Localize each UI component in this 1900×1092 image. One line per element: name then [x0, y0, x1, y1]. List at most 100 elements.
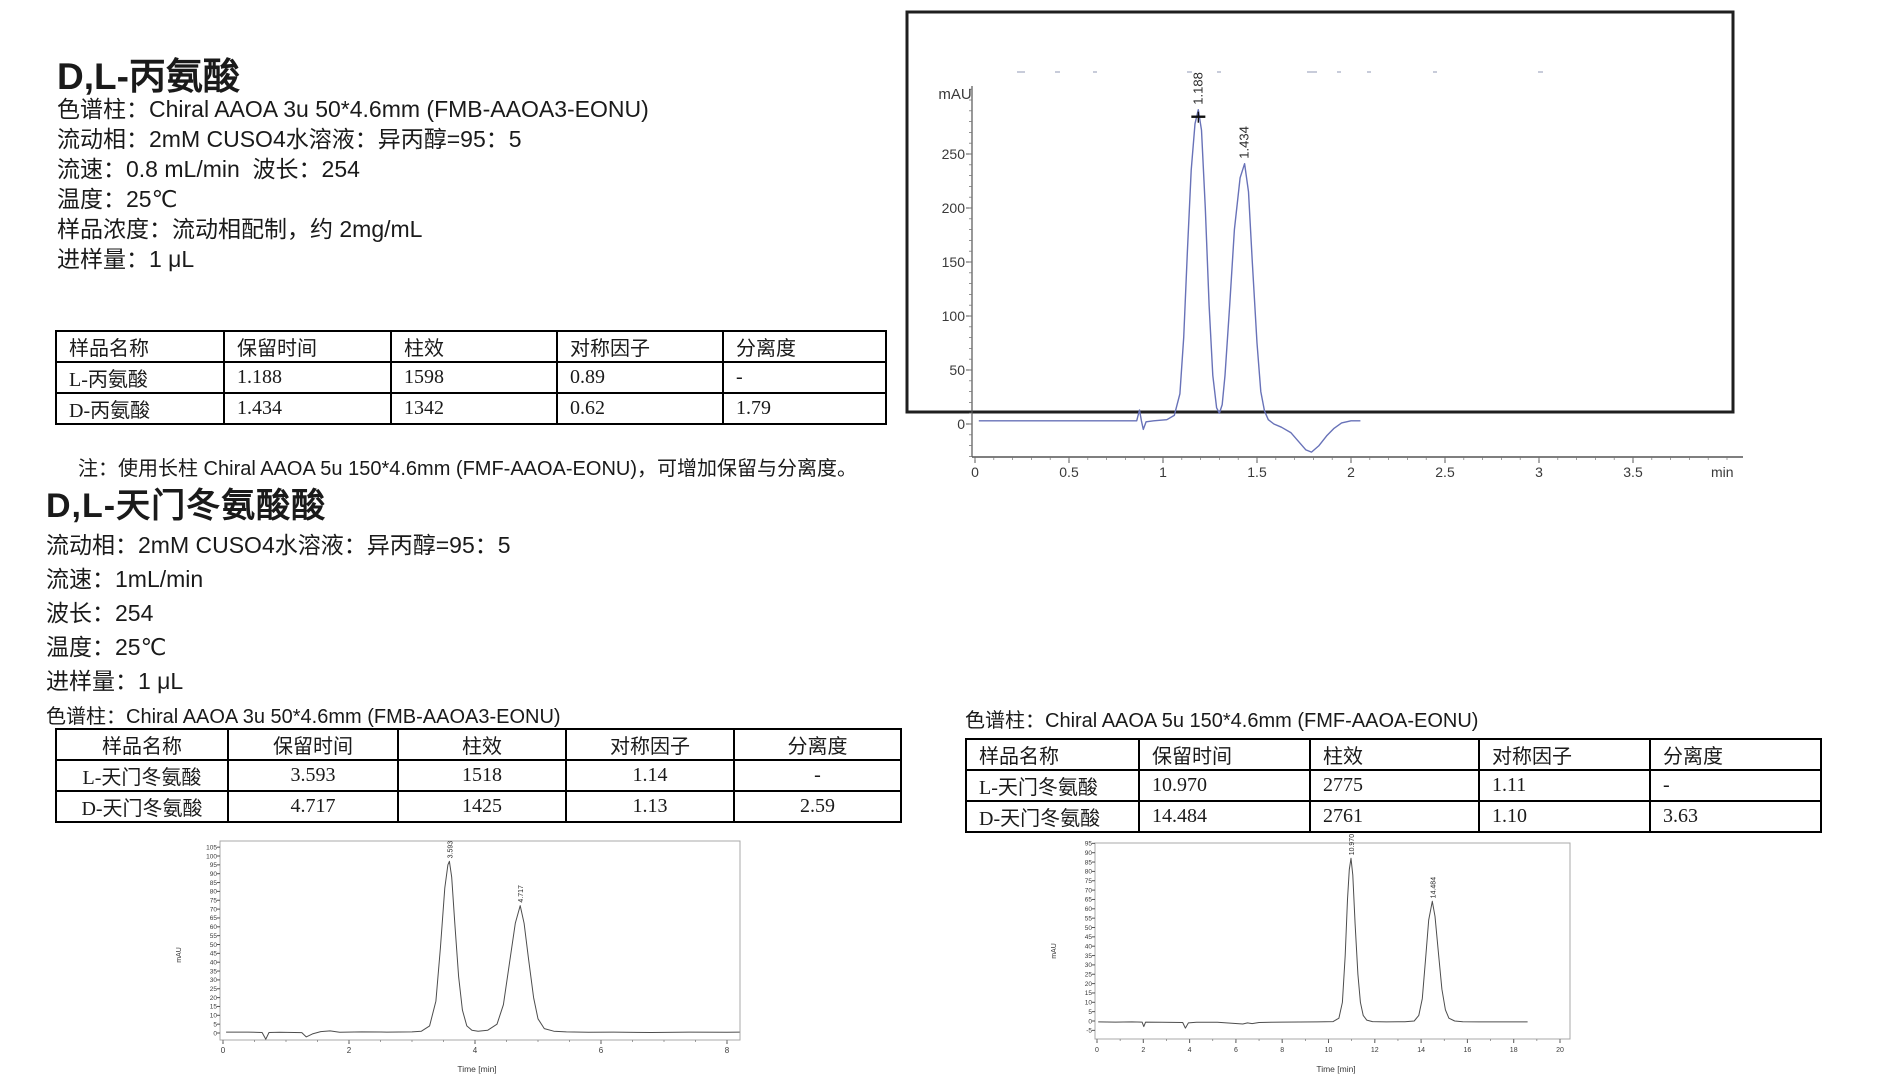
table-header-cell: 柱效 — [390, 330, 558, 363]
y-axis-unit-label: mAU — [1051, 943, 1058, 959]
y-tick-label: 105 — [206, 844, 217, 851]
y-tick-label: 0 — [213, 1030, 217, 1037]
table-cell: 2775 — [1309, 769, 1480, 802]
y-tick-label: 65 — [210, 915, 218, 922]
info-line: 进样量：1 μL — [57, 246, 195, 272]
chromatogram-trace — [1098, 857, 1528, 1029]
y-tick-label: 60 — [1085, 906, 1093, 913]
y-tick-label: 35 — [210, 968, 218, 975]
table-cell: L-天门冬氨酸 — [965, 769, 1140, 802]
x-tick-label: 3.5 — [1623, 464, 1643, 480]
x-tick-label: 14 — [1417, 1047, 1425, 1054]
table-cell: 3.593 — [227, 759, 399, 792]
x-tick-label: 18 — [1510, 1047, 1518, 1054]
info-line: 波长：254 — [46, 600, 154, 626]
table-cell: 3.63 — [1649, 800, 1822, 833]
y-tick-label: 85 — [210, 880, 218, 887]
info-line: 温度：25℃ — [46, 634, 167, 660]
y-tick-label: 90 — [210, 871, 218, 878]
y-tick-label: 50 — [210, 942, 218, 949]
x-tick-label: 20 — [1556, 1047, 1564, 1054]
x-tick-label: 2 — [1347, 464, 1355, 480]
table-cell: 1.10 — [1478, 800, 1651, 833]
section2-conditions: 流动相：2mM CUSO4水溶液：异丙醇=95：5 流速：1mL/min 波长：25… — [46, 528, 511, 698]
y-tick-label: 70 — [1085, 887, 1093, 894]
y-tick-label: 50 — [1085, 925, 1093, 932]
y-tick-label: 25 — [210, 986, 218, 993]
x-tick-label: 4 — [473, 1046, 478, 1055]
y-tick-label: 0 — [1088, 1018, 1092, 1025]
table-row: D-丙氨酸 1.434 1342 0.62 1.79 — [55, 392, 887, 425]
x-tick-label: 0 — [971, 464, 979, 480]
y-tick-label: 25 — [1085, 972, 1093, 979]
x-tick-label: 1.5 — [1247, 464, 1267, 480]
table-header-cell: 样品名称 — [55, 330, 225, 363]
peak-retention-time-label: 1.434 — [1237, 126, 1252, 159]
table-cell: L-丙氨酸 — [55, 361, 225, 394]
chromatogram-trace — [226, 860, 740, 1040]
table-cell: 1.14 — [565, 759, 735, 792]
table-header-cell: 对称因子 — [556, 330, 724, 363]
y-tick-label: 0 — [957, 416, 965, 432]
x-tick-label: 0 — [1095, 1047, 1099, 1054]
table-cell: 2.59 — [733, 790, 902, 823]
table-header-cell: 保留时间 — [1138, 738, 1311, 771]
section1-conditions: 色谱柱：Chiral AAOA 3u 50*4.6mm (FMB-AAOA3-E… — [57, 94, 649, 274]
y-tick-label: 200 — [942, 200, 966, 216]
y-tick-label: -5 — [1086, 1028, 1092, 1035]
y-tick-label: 65 — [1085, 897, 1093, 904]
table-cell: 1.79 — [722, 392, 887, 425]
table-row: D-天门冬氨酸 4.717 1425 1.13 2.59 — [55, 790, 902, 823]
y-tick-label: 5 — [213, 1021, 217, 1028]
aspartic-short-column-table: 样品名称 保留时间 柱效 对称因子 分离度 L-天门冬氨酸 3.593 1518 1.14- D-… — [55, 728, 902, 823]
table-cell: L-天门冬氨酸 — [55, 759, 229, 792]
x-tick-label: 2.5 — [1435, 464, 1455, 480]
table-cell: 0.89 — [556, 361, 724, 394]
table-header-row: 样品名称 保留时间 柱效 对称因子 分离度 — [55, 330, 887, 363]
table-row: L-丙氨酸 1.188 1598 0.89- — [55, 361, 887, 394]
y-tick-label: 90 — [1085, 850, 1093, 857]
peak-retention-time-label: 3.593 — [447, 841, 454, 859]
table-cell: 1.434 — [223, 392, 392, 425]
section2-title: D,L-天门冬氨酸酸 — [46, 487, 327, 525]
info-line: 进样量：1 μL — [46, 668, 184, 694]
y-tick-label: 60 — [210, 924, 218, 931]
y-tick-label: 30 — [1085, 962, 1093, 969]
plot-frame — [1094, 842, 1571, 1040]
x-tick-label: 10 — [1325, 1047, 1333, 1054]
table-cell: 0.62 — [556, 392, 724, 425]
info-line: 色谱柱：Chiral AAOA 3u 50*4.6mm (FMB-AAOA3-E… — [57, 96, 649, 122]
table-cell: 1.188 — [223, 361, 392, 394]
peak-retention-time-label: 10.970 — [1349, 834, 1356, 856]
x-tick-label: 6 — [1234, 1047, 1238, 1054]
info-line: 流动相：2mM CUSO4水溶液：异丙醇=95：5 — [57, 126, 522, 152]
table-header-cell: 对称因子 — [565, 728, 735, 761]
table-header-cell: 样品名称 — [965, 738, 1140, 771]
x-tick-label: 2 — [347, 1046, 352, 1055]
table-cell: D-天门冬氨酸 — [55, 790, 229, 823]
table-cell: 2761 — [1309, 800, 1480, 833]
y-tick-label: 80 — [1085, 869, 1093, 876]
table-header-cell: 分离度 — [722, 330, 887, 363]
aspartic-long-column-chromatogram-chart: -505101520253035404550556065707580859095… — [1051, 834, 1571, 1074]
table-cell: 1.11 — [1478, 769, 1651, 802]
table-row: D-天门冬氨酸 14.484 2761 1.10 3.63 — [965, 800, 1822, 833]
y-tick-label: 20 — [1085, 981, 1093, 988]
y-tick-label: 75 — [1085, 878, 1093, 885]
x-tick-label: 16 — [1464, 1047, 1472, 1054]
y-tick-label: 85 — [1085, 859, 1093, 866]
x-tick-label: 2 — [1141, 1047, 1145, 1054]
peak-retention-time-label: 14.484 — [1430, 877, 1437, 899]
x-axis-label: Time [min] — [457, 1064, 496, 1074]
table-header-cell: 保留时间 — [223, 330, 392, 363]
table-cell: - — [722, 361, 887, 394]
y-axis-unit-label: mAU — [176, 947, 183, 963]
x-tick-label: 4 — [1188, 1047, 1192, 1054]
table-header-cell: 分离度 — [1649, 738, 1822, 771]
aspartic-short-column-chromatogram-chart: 0510152025303540455055606570758085909510… — [176, 840, 741, 1074]
table-cell: 4.717 — [227, 790, 399, 823]
table-cell: D-丙氨酸 — [55, 392, 225, 425]
aspartic-long-column-table: 样品名称 保留时间 柱效 对称因子 分离度 L-天门冬氨酸 10.970 2775 1.11- D… — [965, 738, 1822, 833]
info-line: 流速：1mL/min — [46, 566, 204, 592]
